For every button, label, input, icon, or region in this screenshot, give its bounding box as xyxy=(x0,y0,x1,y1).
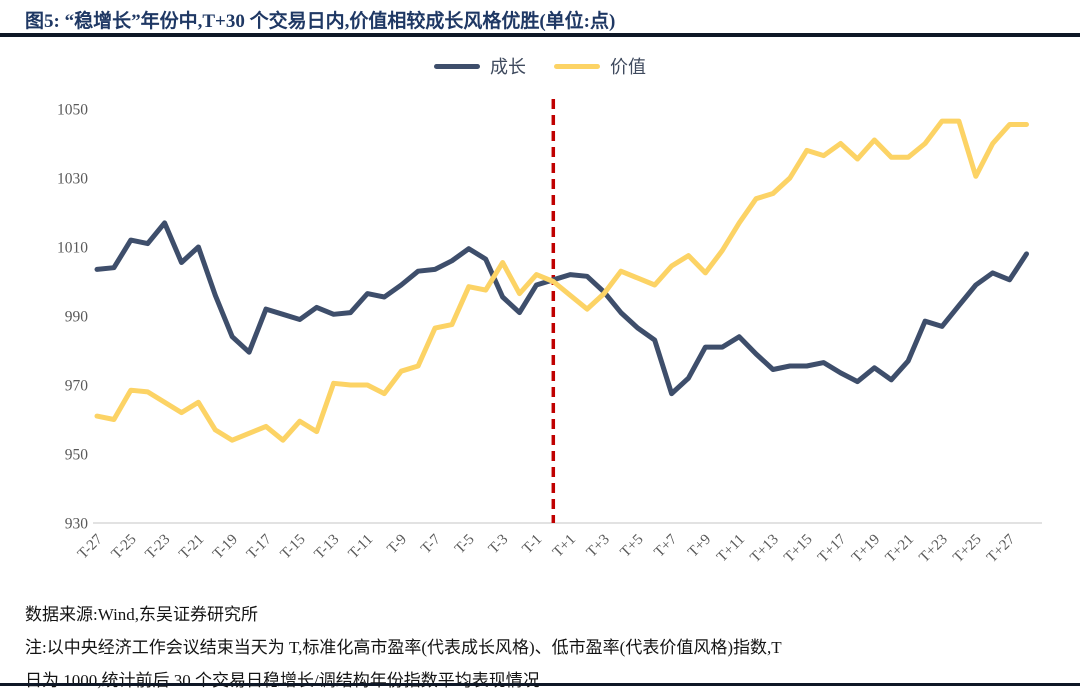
growth-series-line xyxy=(94,220,1029,397)
x-axis-tick-label: T+3 xyxy=(584,532,613,561)
legend-label-value: 价值 xyxy=(610,57,646,77)
x-axis-tick-label: T-5 xyxy=(452,532,478,558)
x-axis-tick-label: T+13 xyxy=(747,532,781,566)
x-axis-tick-label: T-27 xyxy=(75,531,106,562)
data-source-line: 数据来源:Wind,东吴证券研究所 xyxy=(25,605,259,624)
line-chart: 930 950 970 990 1010 1030 1050 T-27 T-25 T-23 T-21… xyxy=(57,99,1042,566)
legend-label-growth: 成长 xyxy=(490,57,526,77)
page-bottom-divider xyxy=(0,683,1080,686)
y-axis-tick-label: 990 xyxy=(65,309,89,326)
legend-item-value[interactable]: 价值 xyxy=(554,53,646,79)
x-axis-tick-label: T+21 xyxy=(883,532,917,566)
x-axis-tick-label: T+1 xyxy=(550,532,579,561)
chart-area: 930 950 970 990 1010 1030 1050 T-27 T-25 T-23 T-21… xyxy=(0,36,1080,596)
x-axis-tick-label: T-17 xyxy=(244,531,275,562)
y-axis-tick-label: 1050 xyxy=(57,102,88,119)
y-axis-tick-label: 1030 xyxy=(57,171,88,188)
note-line-1: 注:以中央经济工作会议结束当天为 T,标准化高市盈率(代表成长风格)、低市盈率(… xyxy=(25,638,782,657)
x-axis-tick-label: T+15 xyxy=(781,532,815,566)
x-axis-tick-label: T-15 xyxy=(278,532,309,563)
x-axis-tick-label: T+23 xyxy=(916,532,950,566)
x-axis-tick-label: T+9 xyxy=(685,532,714,561)
chart-footnotes: 数据来源:Wind,东吴证券研究所 注:以中央经济工作会议结束当天为 T,标准化… xyxy=(25,598,1055,697)
title-divider xyxy=(0,33,1080,37)
x-axis-tick-label: T-11 xyxy=(346,532,377,563)
x-axis-tick-label: T-23 xyxy=(142,532,173,563)
x-axis-tick-label: T-7 xyxy=(418,531,444,557)
x-axis-tick-label: T+7 xyxy=(651,531,680,560)
note-line-2: 日为 1000,统计前后 30 个交易日稳增长/调结构年份指数平均表现情况 xyxy=(25,671,540,690)
x-axis-tick-label: T-3 xyxy=(486,532,512,558)
chart-title: 图5: “稳增长”年份中,T+30 个交易日内,价值相较成长风格优胜(单位:点) xyxy=(25,11,616,32)
x-axis-tick-label: T+17 xyxy=(815,531,850,566)
x-axis-tick-label: T-13 xyxy=(311,532,342,563)
y-axis-tick-label: 1010 xyxy=(57,240,88,257)
growth-line-swatch xyxy=(434,63,480,69)
value-line-swatch xyxy=(554,63,600,69)
x-axis-tick-label: T+5 xyxy=(618,532,647,561)
x-axis-tick-label: T-1 xyxy=(520,532,546,558)
legend-item-growth[interactable]: 成长 xyxy=(434,53,526,79)
x-axis-tick-label: T+25 xyxy=(950,532,984,566)
y-axis-tick-label: 950 xyxy=(65,447,89,464)
y-axis-tick-label: 970 xyxy=(65,378,89,395)
chart-legend: 成长 价值 xyxy=(0,54,1080,78)
y-axis-tick-label: 930 xyxy=(65,516,89,533)
x-axis-tick-label: T+27 xyxy=(984,531,1019,566)
x-axis-tick-label: T-21 xyxy=(176,532,207,563)
x-axis-tick-label: T-19 xyxy=(210,532,241,563)
value-series-line xyxy=(94,118,1029,443)
x-axis-tick-label: T-9 xyxy=(384,532,410,558)
x-axis-tick-label: T+11 xyxy=(714,532,748,566)
x-axis-tick-label: T-25 xyxy=(109,532,140,563)
x-axis-tick-label: T+19 xyxy=(849,532,883,566)
